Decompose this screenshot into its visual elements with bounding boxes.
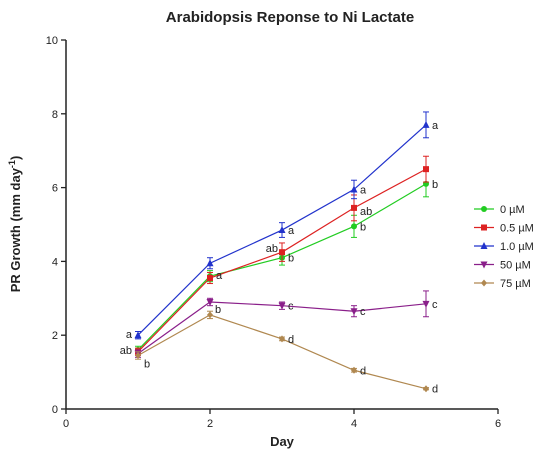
y-ticks: 0 2 4 6 8 10 xyxy=(46,35,66,416)
x-tick-label: 4 xyxy=(351,418,357,430)
significance-label: b xyxy=(144,359,150,371)
legend-item-2: 1.0 µM xyxy=(474,241,534,253)
legend-item-0: 0 µM xyxy=(474,204,525,216)
data-point xyxy=(278,226,286,234)
significance-label: ab xyxy=(266,243,278,255)
data-point xyxy=(278,302,286,310)
y-tick-label: 4 xyxy=(52,256,58,268)
data-point xyxy=(422,120,430,128)
series-0 xyxy=(135,170,429,355)
data-point xyxy=(351,223,357,230)
significance-label: d xyxy=(288,334,294,346)
series-4 xyxy=(135,310,429,393)
legend-swatch-marker xyxy=(481,224,487,231)
significance-label: a xyxy=(288,225,295,237)
legend: 0 µM 0.5 µM 1.0 µM 50 µM 75 µM xyxy=(474,204,534,290)
chart-title: Arabidopsis Reponse to Ni Lactate xyxy=(166,9,414,26)
data-point xyxy=(423,166,429,173)
significance-label: c xyxy=(360,306,366,318)
data-point xyxy=(351,204,357,211)
y-tick-label: 8 xyxy=(52,109,58,121)
data-point xyxy=(350,308,358,316)
significance-label: d xyxy=(432,384,438,396)
x-ticks: 0 2 4 6 xyxy=(63,409,501,430)
y-tick-label: 2 xyxy=(52,330,58,342)
legend-item-1: 0.5 µM xyxy=(474,223,534,235)
x-tick-label: 6 xyxy=(495,418,501,430)
y-tick-label: 6 xyxy=(52,183,58,195)
data-point xyxy=(279,335,285,343)
x-tick-label: 2 xyxy=(207,418,213,430)
legend-label: 0 µM xyxy=(500,204,525,216)
data-point xyxy=(350,185,358,193)
data-point xyxy=(134,331,142,339)
data-point xyxy=(135,351,141,359)
y-axis-label-close: ) xyxy=(8,156,23,160)
series-layer xyxy=(134,111,430,393)
significance-label: d xyxy=(360,365,366,377)
legend-swatch-marker xyxy=(481,279,487,287)
legend-label: 1.0 µM xyxy=(500,241,534,253)
series-1 xyxy=(135,155,429,356)
legend-swatch-marker xyxy=(481,206,487,212)
legend-swatch-marker xyxy=(480,261,488,269)
legend-item-3: 50 µM xyxy=(474,260,531,272)
data-point xyxy=(422,300,430,308)
y-axis-label-main: PR Growth (mm day xyxy=(8,167,23,292)
significance-label: c xyxy=(432,299,438,311)
data-point xyxy=(206,259,214,267)
significance-label: b xyxy=(215,304,221,316)
data-point xyxy=(279,249,285,256)
series-line xyxy=(137,314,427,390)
data-point xyxy=(207,311,213,319)
data-point xyxy=(206,298,214,306)
significance-label: a xyxy=(216,270,223,282)
significance-label: b xyxy=(360,221,366,233)
significance-label: a xyxy=(360,184,367,196)
series-2 xyxy=(134,111,430,340)
legend-label: 75 µM xyxy=(500,278,531,290)
y-axis-label-superscript: -1 xyxy=(7,160,17,168)
x-axis-label: Day xyxy=(270,434,295,449)
data-point xyxy=(423,385,429,393)
data-point xyxy=(207,275,213,282)
x-tick-label: 0 xyxy=(63,418,69,430)
significance-label: c xyxy=(288,301,294,313)
legend-label: 50 µM xyxy=(500,260,531,272)
series-line xyxy=(137,183,427,351)
series-3 xyxy=(134,290,430,358)
significance-label: a xyxy=(126,329,133,341)
data-point xyxy=(351,366,357,374)
y-tick-label: 10 xyxy=(46,35,58,47)
significance-label: b xyxy=(288,253,294,265)
legend-swatch-marker xyxy=(480,242,488,249)
y-tick-label: 0 xyxy=(52,404,58,416)
y-axis-label: PR Growth (mm day-1) xyxy=(7,156,23,293)
significance-label: ab xyxy=(360,206,372,218)
significance-label: a xyxy=(432,120,439,132)
legend-label: 0.5 µM xyxy=(500,223,534,235)
legend-item-4: 75 µM xyxy=(474,278,531,290)
significance-label: ab xyxy=(120,345,132,357)
significance-label: b xyxy=(432,179,438,191)
